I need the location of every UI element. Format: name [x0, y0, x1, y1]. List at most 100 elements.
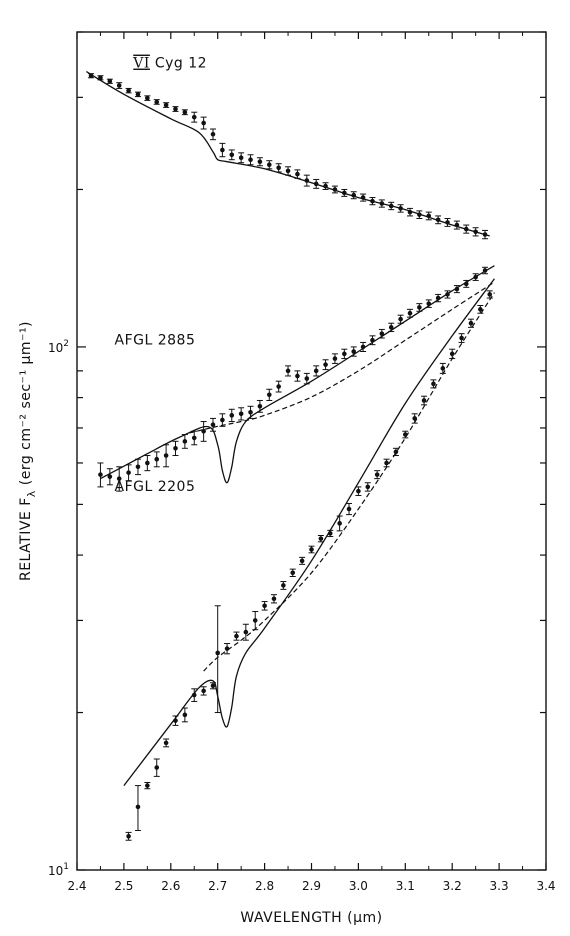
- data-point: [398, 316, 403, 322]
- data-point: [262, 603, 267, 609]
- data-point: [431, 381, 436, 387]
- data-point: [276, 384, 281, 389]
- data-point: [295, 171, 300, 177]
- data-point: [285, 368, 291, 374]
- data-point: [379, 201, 385, 206]
- data-point: [487, 292, 493, 297]
- data-point: [135, 92, 141, 97]
- data-point: [257, 159, 263, 164]
- y-axis-title: RELATIVE Fλ (erg cm⁻² sec⁻¹ μm⁻¹): [18, 321, 38, 581]
- data-point: [449, 351, 455, 357]
- x-tick-label: 3.3: [490, 879, 509, 893]
- data-point: [126, 470, 131, 475]
- data-point: [313, 181, 319, 187]
- x-tick-label: 3.1: [396, 879, 415, 893]
- x-axis-title: WAVELENGTH (μm): [240, 910, 382, 926]
- data-point: [257, 403, 263, 409]
- data-point: [238, 155, 244, 161]
- data-point: [210, 683, 216, 689]
- data-point: [107, 474, 113, 479]
- data-point: [88, 73, 94, 79]
- x-tick-label: 2.6: [161, 879, 180, 893]
- data-point: [163, 453, 169, 458]
- data-point: [426, 301, 432, 306]
- data-point: [365, 484, 371, 490]
- data-point: [463, 226, 469, 232]
- data-point: [459, 335, 464, 341]
- data-point: [248, 157, 253, 162]
- data-point: [440, 366, 446, 371]
- data-point: [342, 351, 347, 357]
- data-point: [388, 325, 394, 330]
- data-point: [342, 190, 347, 196]
- data-point: [360, 195, 366, 200]
- data-point: [295, 373, 300, 379]
- data-point: [388, 203, 394, 209]
- data-point: [445, 220, 450, 225]
- data-point: [281, 583, 286, 588]
- data-point: [182, 109, 188, 115]
- data-point: [107, 78, 113, 84]
- x-tick-label: 2.4: [67, 879, 86, 893]
- data-point: [304, 178, 310, 183]
- data-point: [191, 692, 197, 698]
- x-tick-label: 2.5: [114, 879, 133, 893]
- data-point: [403, 432, 408, 437]
- data-point: [337, 521, 342, 526]
- data-point: [145, 460, 150, 466]
- data-point: [323, 183, 328, 189]
- y-tick-label: 102: [48, 339, 69, 355]
- model-dashed-line-afgl-2205: [203, 292, 495, 672]
- data-point: [468, 320, 474, 326]
- data-point: [191, 114, 197, 120]
- series-afgl-2205: [123, 278, 495, 841]
- data-point: [356, 488, 361, 494]
- data-point: [412, 416, 417, 421]
- data-point: [360, 344, 366, 350]
- model-solid-line-vi-cyg-12: [86, 71, 490, 237]
- y-tick-label: 101: [48, 862, 69, 878]
- data-point: [370, 337, 375, 343]
- data-point: [370, 198, 375, 204]
- data-point: [332, 187, 338, 192]
- data-point: [271, 596, 277, 602]
- series-label-afgl-2205: AFGL 2205: [115, 479, 196, 495]
- data-point: [351, 192, 357, 198]
- data-point: [220, 417, 225, 423]
- x-tick-label: 3.2: [443, 879, 462, 893]
- series-label-vi-cyg-12: VI Cyg 12: [132, 56, 207, 72]
- data-point: [473, 229, 478, 235]
- data-point: [309, 547, 314, 552]
- data-point: [482, 232, 488, 237]
- data-point: [145, 95, 150, 101]
- data-point: [145, 783, 150, 788]
- data-point: [454, 286, 460, 292]
- data-point: [304, 376, 310, 381]
- data-point: [435, 295, 441, 301]
- data-point: [266, 392, 272, 398]
- x-tick-label: 2.8: [255, 879, 274, 893]
- data-point: [201, 120, 206, 126]
- data-point: [398, 206, 403, 211]
- data-point: [318, 536, 324, 541]
- data-point: [154, 765, 160, 770]
- data-point: [154, 456, 160, 462]
- data-point: [379, 331, 385, 336]
- data-point: [417, 305, 422, 310]
- data-point: [290, 570, 296, 576]
- data-point: [252, 618, 258, 623]
- data-point: [323, 362, 328, 367]
- data-point: [384, 460, 389, 466]
- model-dashed-line-afgl-2885: [189, 281, 495, 434]
- data-point: [482, 268, 488, 273]
- data-point: [393, 449, 399, 455]
- data-point: [191, 435, 197, 441]
- data-point: [351, 349, 357, 354]
- data-point: [182, 712, 188, 718]
- data-point: [332, 356, 338, 361]
- x-tick-label: 2.7: [208, 879, 227, 893]
- data-point: [435, 217, 441, 223]
- data-point: [463, 281, 469, 287]
- data-point: [285, 168, 291, 174]
- data-point: [229, 413, 235, 418]
